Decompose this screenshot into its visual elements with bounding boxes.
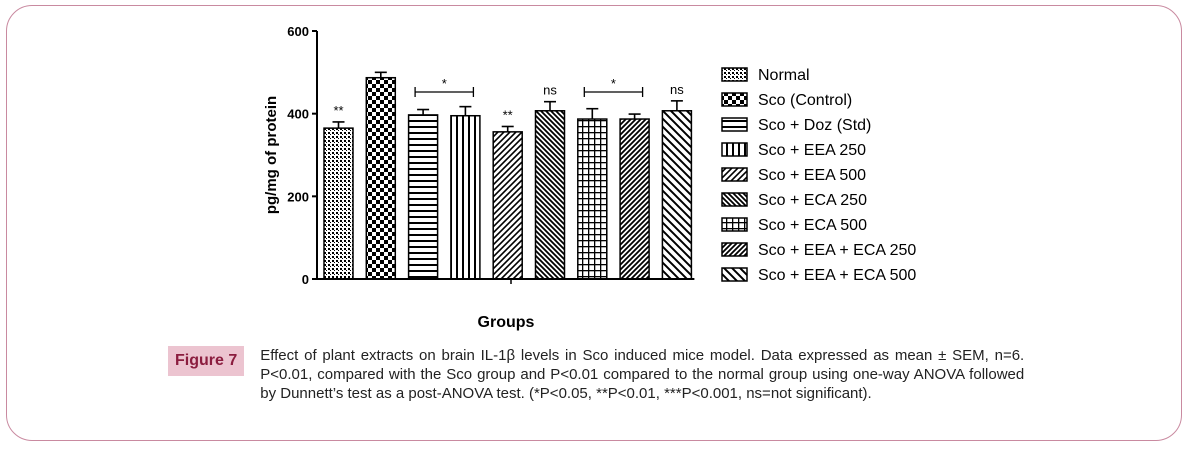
legend-item-8: Sco + EEA + ECA 500: [721, 267, 916, 284]
error-bar-4: [501, 125, 514, 132]
significance-label-0: **: [333, 103, 343, 118]
x-axis-label: Groups: [478, 314, 535, 331]
figure-caption: Figure 7 Effect of plant extracts on bra…: [168, 346, 1028, 403]
figure-label: Figure 7: [168, 346, 245, 376]
error-bar-1: [374, 71, 387, 78]
y-tick-label-2: 400: [287, 107, 309, 122]
y-axis-label: pg/mg of protein: [263, 96, 280, 214]
error-bar-7: [628, 113, 641, 120]
significance-label-2: **: [503, 107, 513, 122]
legend-label-4: Sco + EEA 500: [758, 167, 866, 184]
significance-label-3: ns: [543, 83, 557, 98]
legend-item-4: Sco + EEA 500: [721, 167, 866, 184]
legend-swatch-4: [721, 167, 748, 182]
legend-label-6: Sco + ECA 500: [758, 217, 867, 234]
bar-8: [661, 110, 693, 280]
y-tick-label-1: 200: [287, 189, 309, 204]
bar-1: [365, 76, 397, 280]
legend-item-5: Sco + ECA 250: [721, 192, 867, 209]
legend-item-7: Sco + EEA + ECA 250: [721, 242, 916, 259]
legend-label-2: Sco + Doz (Std): [758, 117, 871, 134]
bar-2: [407, 114, 439, 280]
legend-label-7: Sco + EEA + ECA 250: [758, 242, 916, 259]
bar-7: [619, 118, 650, 280]
significance-label-5: ns: [670, 82, 684, 97]
bar-6: [577, 118, 608, 280]
error-bar-5: [544, 100, 556, 111]
legend-swatch-2: [721, 117, 748, 132]
legend-swatch-3: [721, 142, 748, 157]
legend-label-1: Sco (Control): [758, 92, 852, 109]
bar-4: [492, 131, 523, 280]
significance-label-1: *: [442, 76, 447, 91]
significance-label-4: *: [611, 76, 616, 91]
legend-swatch-8: [721, 267, 748, 282]
error-bar-0: [332, 121, 345, 129]
legend-label-3: Sco + EEA 250: [758, 142, 866, 159]
legend-label-0: Normal: [758, 67, 810, 84]
legend-label-8: Sco + EEA + ECA 500: [758, 267, 916, 284]
bar-5: [534, 110, 566, 280]
legend-item-1: Sco (Control): [721, 92, 852, 109]
caption-text: Effect of plant extracts on brain IL-1β …: [260, 347, 1025, 402]
bar-0: [323, 127, 354, 280]
legend-item-0: Normal: [721, 67, 810, 84]
legend-swatch-1: [721, 92, 748, 107]
error-bar-6: [586, 107, 599, 120]
y-tick-label-3: 600: [287, 24, 309, 39]
legend-swatch-6: [721, 217, 748, 232]
legend-swatch-5: [721, 192, 748, 207]
error-bar-3: [459, 105, 472, 116]
error-bar-8: [670, 100, 683, 111]
legend-item-6: Sco + ECA 500: [721, 217, 867, 234]
legend-item-2: Sco + Doz (Std): [721, 117, 871, 134]
legend-swatch-0: [721, 67, 748, 82]
legend-label-5: Sco + ECA 250: [758, 192, 867, 209]
y-tick-label-0: 0: [302, 272, 309, 287]
bar-3: [450, 114, 481, 280]
legend-swatch-7: [721, 242, 748, 257]
error-bar-2: [417, 108, 430, 115]
significance-bracket-4: [583, 87, 644, 97]
legend-item-3: Sco + EEA 250: [721, 142, 866, 159]
significance-bracket-1: [414, 87, 475, 97]
